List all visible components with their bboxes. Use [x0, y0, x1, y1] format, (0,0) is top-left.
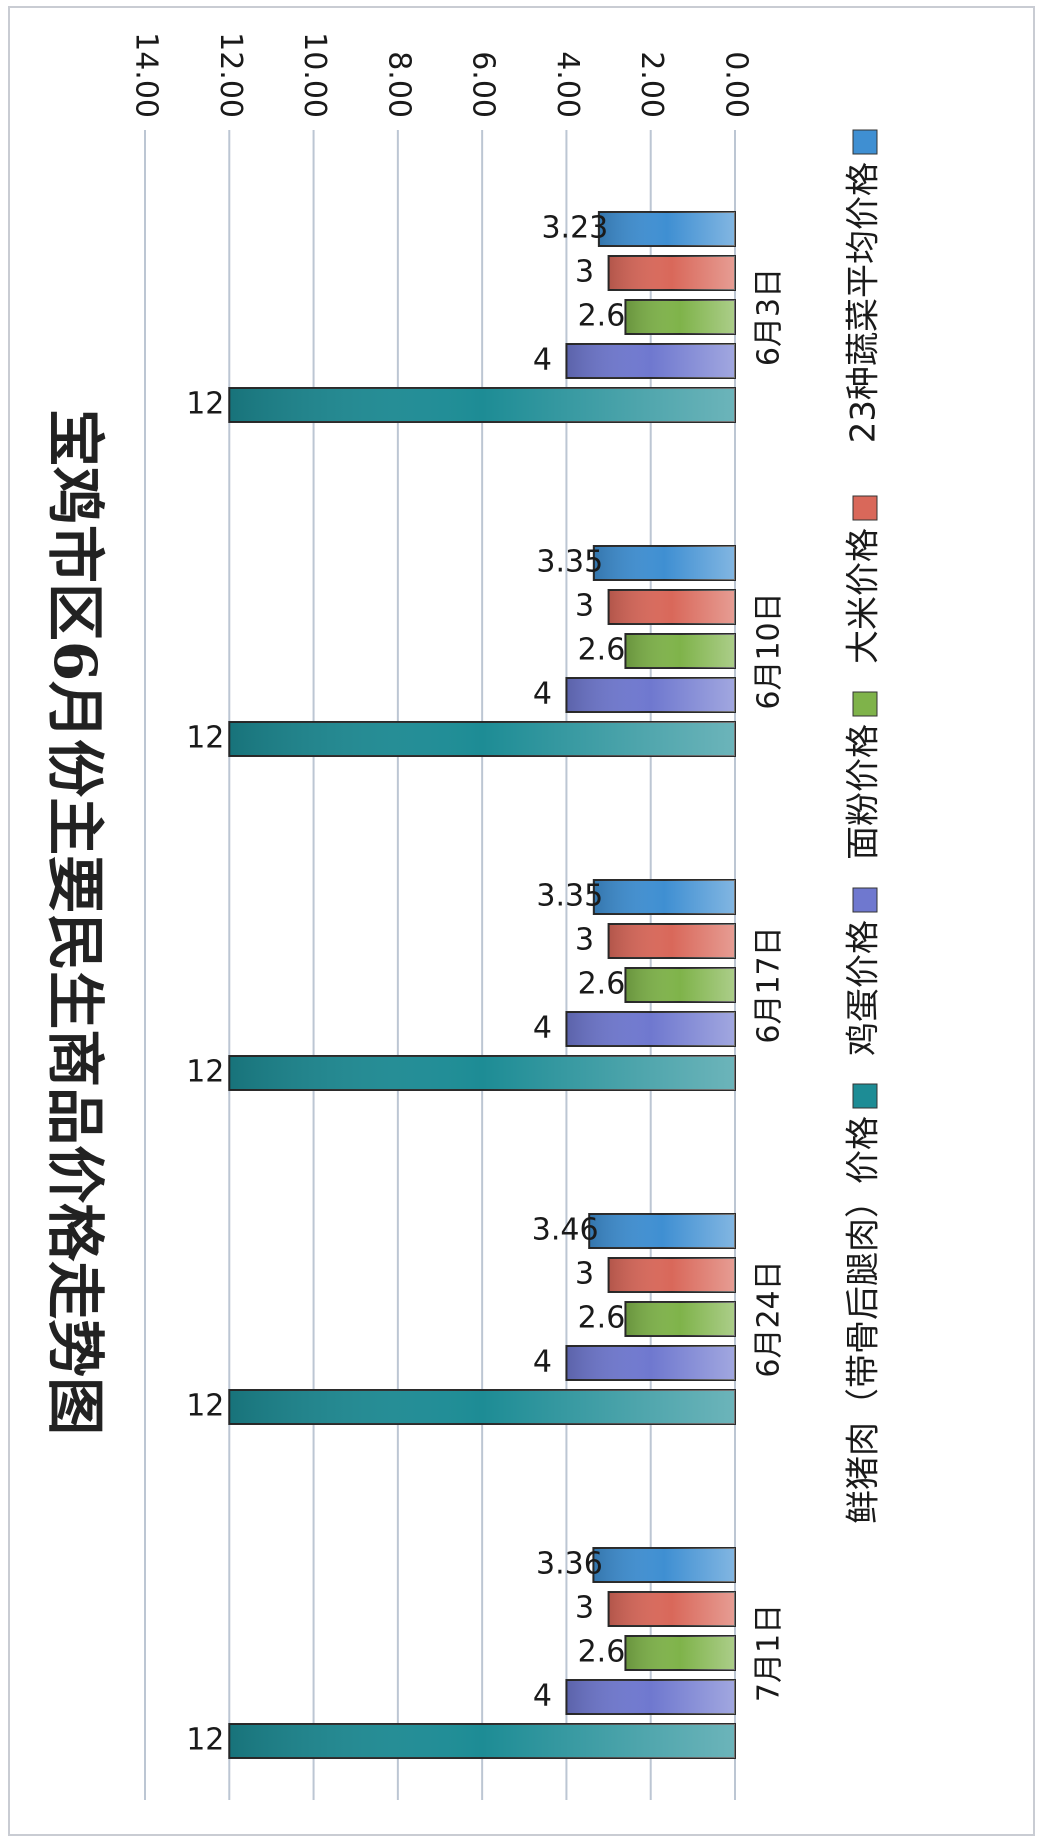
data-label: 3	[575, 1591, 594, 1626]
legend-label: 大米价格	[844, 528, 884, 664]
data-labels: 3.23 3 2.6 4 12 3.35 3 2.6 4 12 3.35 3 2.6 4 12 3.46 3 2.…	[186, 211, 625, 1758]
data-label: 3.35	[536, 879, 603, 914]
data-label: 4	[533, 343, 552, 378]
bar-shade	[229, 1056, 735, 1090]
bar-shade	[625, 1636, 735, 1670]
legend-label: 鲜猪肉（带骨后腿肉）价格	[844, 1116, 884, 1524]
data-label: 3.23	[541, 211, 608, 246]
legend-swatch	[852, 691, 878, 717]
legend-swatch	[852, 129, 878, 155]
legend-swatch	[852, 1083, 878, 1109]
bar-shade	[625, 300, 735, 334]
data-label: 3	[575, 255, 594, 290]
data-label: 2.6	[578, 1301, 626, 1336]
bar-shade	[566, 1346, 735, 1380]
bar-shade	[593, 546, 735, 580]
data-label: 4	[533, 677, 552, 712]
bar-shade	[593, 1548, 735, 1582]
data-label: 4	[533, 1011, 552, 1046]
y-tick-label: 2.00	[634, 51, 669, 118]
bar-shade	[589, 1214, 735, 1248]
data-label: 2.6	[578, 633, 626, 668]
data-label: 3.36	[536, 1547, 603, 1582]
x-category-label: 6月24日	[752, 1260, 787, 1377]
y-tick-label: 12.00	[213, 32, 248, 118]
bar-shade	[229, 1724, 735, 1758]
bar-shade	[566, 1680, 735, 1714]
rotated-chart-group: 宝鸡市区6月份主要民生商品价格走势图 0.00 2.00 4.00 6.00 8.00 1…	[41, 32, 884, 1800]
chart-frame	[8, 6, 1035, 1836]
bar-shade	[625, 968, 735, 1002]
y-tick-label: 0.00	[719, 51, 754, 118]
data-label: 4	[533, 1345, 552, 1380]
bar-shade	[566, 344, 735, 378]
data-label: 12	[186, 721, 224, 756]
legend-label: 23种蔬菜平均价格	[844, 162, 884, 443]
bar-shade	[566, 1012, 735, 1046]
bar-shade	[598, 212, 735, 246]
bar-shade	[625, 634, 735, 668]
data-label: 3.35	[536, 545, 603, 580]
y-tick-label: 4.00	[550, 51, 585, 118]
y-tick-label: 6.00	[466, 51, 501, 118]
bar-shade	[566, 678, 735, 712]
bar-shade	[608, 256, 735, 290]
legend-label: 鸡蛋价格	[844, 920, 884, 1056]
data-label: 12	[186, 387, 224, 422]
data-label: 2.6	[578, 299, 626, 334]
bar-shade	[608, 1258, 735, 1292]
bar-shade	[229, 388, 735, 422]
bar-shade	[608, 590, 735, 624]
y-tick-label: 14.00	[129, 32, 164, 118]
data-label: 2.6	[578, 967, 626, 1002]
y-axis-ticks: 0.00 2.00 4.00 6.00 8.00 10.00 12.00 14.00	[129, 32, 754, 118]
x-category-label: 6月3日	[752, 268, 787, 366]
data-label: 12	[186, 1389, 224, 1424]
y-tick-label: 8.00	[381, 51, 416, 118]
legend-swatch	[852, 887, 878, 913]
legend-label: 面粉价格	[844, 724, 884, 860]
data-label: 3	[575, 589, 594, 624]
bars	[228, 211, 736, 1759]
data-label: 2.6	[578, 1635, 626, 1670]
data-label: 12	[186, 1055, 224, 1090]
bar-shade	[608, 924, 735, 958]
data-label: 3.46	[532, 1213, 599, 1248]
data-label: 3	[575, 1257, 594, 1292]
x-category-label: 7月1日	[752, 1604, 787, 1702]
x-axis-categories: 6月3日 6月10日 6月17日 6月24日 7月1日	[752, 268, 787, 1702]
x-category-label: 6月10日	[752, 592, 787, 709]
bar-shade	[593, 880, 735, 914]
chart-title: 宝鸡市区6月份主要民生商品价格走势图	[41, 409, 109, 1435]
data-label: 3	[575, 923, 594, 958]
bar-shade	[625, 1302, 735, 1336]
x-category-label: 6月17日	[752, 926, 787, 1043]
bar-shade	[229, 722, 735, 756]
bar-shade	[608, 1592, 735, 1626]
y-tick-label: 10.00	[297, 32, 332, 118]
bar-shade	[229, 1390, 735, 1424]
legend-swatch	[852, 495, 878, 521]
data-label: 4	[533, 1679, 552, 1714]
data-label: 12	[186, 1723, 224, 1758]
